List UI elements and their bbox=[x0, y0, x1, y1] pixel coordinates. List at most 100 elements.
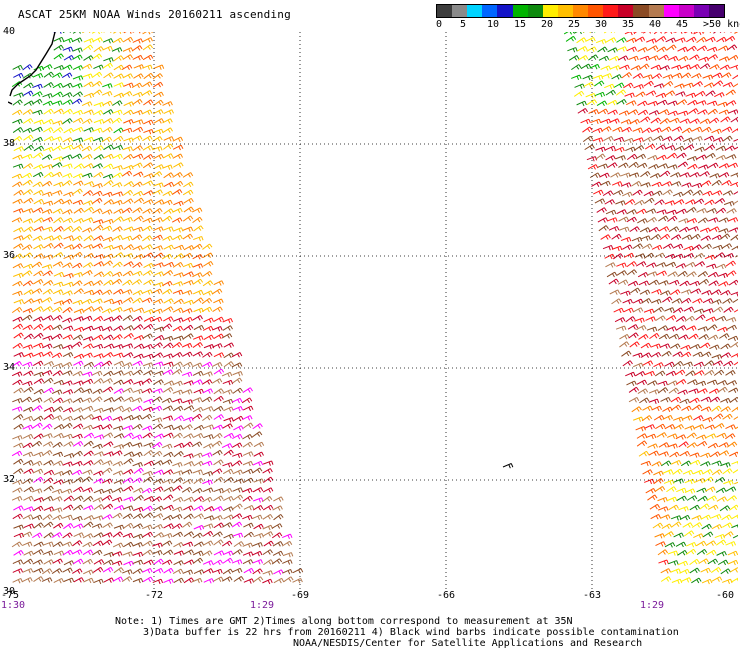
wind-barb bbox=[650, 64, 662, 71]
wind-barb bbox=[213, 352, 225, 358]
wind-barb bbox=[673, 135, 684, 142]
wind-barb bbox=[722, 135, 733, 142]
wind-barb bbox=[42, 514, 53, 521]
wind-barb bbox=[678, 218, 689, 224]
wind-barb bbox=[182, 252, 193, 259]
wind-barb bbox=[639, 397, 650, 404]
wind-barb bbox=[221, 333, 233, 339]
wind-barb bbox=[651, 73, 663, 80]
wind-barb bbox=[662, 243, 674, 249]
wind-barb bbox=[640, 116, 651, 123]
wind-barb bbox=[682, 137, 694, 143]
wind-barb bbox=[221, 540, 233, 547]
wind-barb bbox=[103, 407, 115, 413]
wind-barb bbox=[123, 137, 134, 143]
wind-barb bbox=[42, 288, 53, 295]
coastline-path bbox=[8, 32, 56, 105]
wind-barb bbox=[727, 550, 738, 557]
wind-barb bbox=[83, 92, 95, 99]
wind-barb bbox=[667, 271, 678, 277]
wind-barb bbox=[83, 505, 94, 511]
wind-barb bbox=[636, 162, 648, 169]
wind-barb bbox=[633, 84, 644, 90]
wind-barb bbox=[696, 207, 707, 214]
wind-barb bbox=[102, 522, 113, 528]
wind-barb bbox=[93, 434, 105, 440]
wind-barb bbox=[92, 515, 104, 521]
wind-barb bbox=[647, 154, 658, 161]
wind-barb bbox=[670, 515, 682, 521]
wind-barb bbox=[607, 47, 618, 53]
wind-barb bbox=[33, 316, 44, 322]
wind-barb bbox=[33, 253, 44, 259]
wind-barb bbox=[22, 568, 34, 574]
wind-barb bbox=[83, 163, 94, 169]
wind-barb bbox=[202, 371, 213, 377]
wind-barb bbox=[13, 468, 24, 475]
wind-barb bbox=[212, 306, 223, 313]
wind-barb bbox=[673, 199, 685, 205]
wind-barb bbox=[193, 424, 205, 431]
wind-barb bbox=[123, 332, 134, 339]
wind-barb bbox=[681, 289, 692, 295]
wind-barb bbox=[92, 37, 103, 43]
wind-barb bbox=[642, 469, 653, 475]
wind-barb bbox=[658, 226, 670, 232]
wind-barb bbox=[13, 505, 24, 511]
pass-time: 1:29 bbox=[250, 600, 275, 611]
wind-barb bbox=[213, 414, 224, 420]
wind-barb bbox=[604, 83, 615, 90]
legend-tick: 30 bbox=[595, 19, 608, 30]
wind-barb bbox=[707, 46, 718, 53]
wind-barb bbox=[654, 199, 665, 206]
wind-barb bbox=[688, 333, 699, 340]
wind-barb bbox=[33, 576, 44, 582]
wind-barb bbox=[699, 171, 710, 177]
wind-barb bbox=[11, 173, 23, 180]
wind-barb bbox=[161, 397, 173, 404]
wind-barb bbox=[715, 207, 727, 214]
wind-barb bbox=[251, 431, 263, 438]
wind-barb bbox=[141, 487, 153, 494]
wind-barb bbox=[720, 343, 731, 350]
wind-barb bbox=[141, 90, 153, 96]
wind-barb bbox=[171, 189, 183, 195]
wind-barb bbox=[22, 424, 34, 431]
wind-barb bbox=[667, 164, 678, 170]
wind-barb bbox=[162, 532, 173, 539]
wind-barb bbox=[689, 280, 700, 287]
wind-barb bbox=[718, 172, 730, 178]
wind-barb bbox=[153, 379, 164, 385]
wind-barb bbox=[733, 191, 738, 195]
wind-barb bbox=[182, 521, 193, 528]
wind-barb bbox=[13, 146, 25, 152]
wind-barb bbox=[598, 225, 609, 232]
wind-barb bbox=[162, 199, 173, 206]
wind-barb bbox=[113, 567, 124, 574]
wind-barb bbox=[626, 46, 638, 52]
wind-barb bbox=[43, 521, 54, 528]
wind-barb bbox=[183, 181, 194, 188]
graticule bbox=[8, 32, 738, 592]
wind-barb bbox=[102, 118, 114, 124]
wind-barb bbox=[63, 127, 74, 134]
wind-barb bbox=[92, 396, 103, 403]
wind-barb bbox=[675, 378, 687, 385]
wind-barb bbox=[727, 335, 738, 342]
wind-barb bbox=[42, 200, 54, 206]
wind-barb bbox=[63, 244, 75, 250]
wind-barb bbox=[113, 73, 124, 79]
wind-barb bbox=[604, 199, 615, 205]
wind-barb bbox=[102, 163, 114, 170]
wind-barb bbox=[82, 217, 94, 223]
wind-barb bbox=[52, 127, 64, 134]
wind-barb bbox=[203, 406, 214, 412]
wind-barb bbox=[93, 102, 105, 108]
wind-barb bbox=[173, 272, 184, 278]
wind-barb bbox=[152, 146, 163, 152]
wind-barb bbox=[712, 80, 724, 87]
wind-barb bbox=[62, 504, 74, 511]
wind-barb bbox=[721, 126, 733, 133]
wind-barb bbox=[162, 288, 173, 295]
wind-barb bbox=[102, 494, 113, 501]
